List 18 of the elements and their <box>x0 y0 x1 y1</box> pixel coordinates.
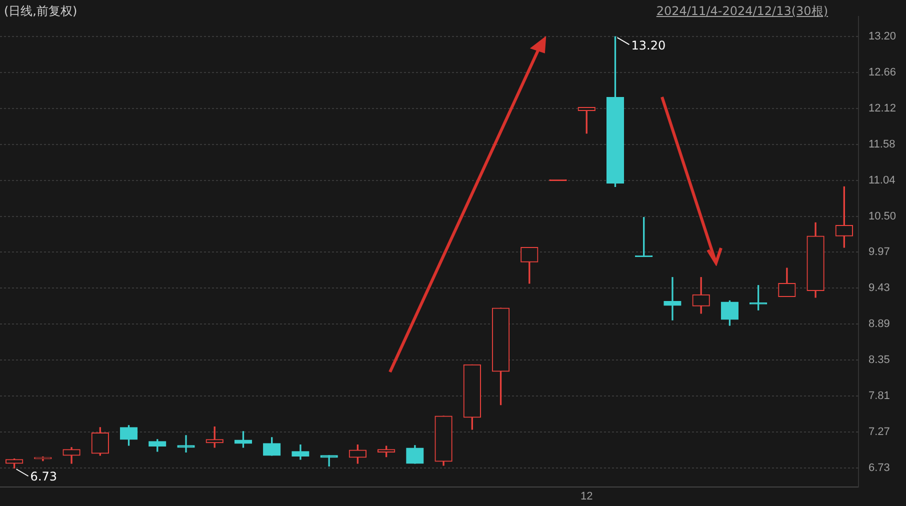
y-tick-label: 10.50 <box>868 210 896 223</box>
y-tick-label: 11.58 <box>868 138 896 151</box>
y-tick-label: 12.12 <box>868 102 896 115</box>
chart-title: (日线,前复权) <box>4 3 78 20</box>
y-tick-label: 8.89 <box>868 318 890 330</box>
chart-subtitle: 2024/11/4-2024/12/13(30根) <box>656 3 828 20</box>
y-tick-label: 8.35 <box>868 354 890 366</box>
y-tick-label: 11.04 <box>868 174 896 187</box>
y-tick-label: 9.43 <box>868 282 890 294</box>
y-tick-label: 12.66 <box>868 66 896 79</box>
y-tick-label: 7.81 <box>868 390 890 402</box>
annotation: 13.20 <box>631 38 666 53</box>
x-tick-label: 12 <box>580 490 593 502</box>
annotation: 6.73 <box>30 469 58 484</box>
y-tick-label: 9.97 <box>868 246 890 258</box>
y-tick-label: 7.27 <box>868 426 890 438</box>
y-tick-label: 6.73 <box>868 462 890 474</box>
y-tick-label: 13.20 <box>868 30 896 43</box>
